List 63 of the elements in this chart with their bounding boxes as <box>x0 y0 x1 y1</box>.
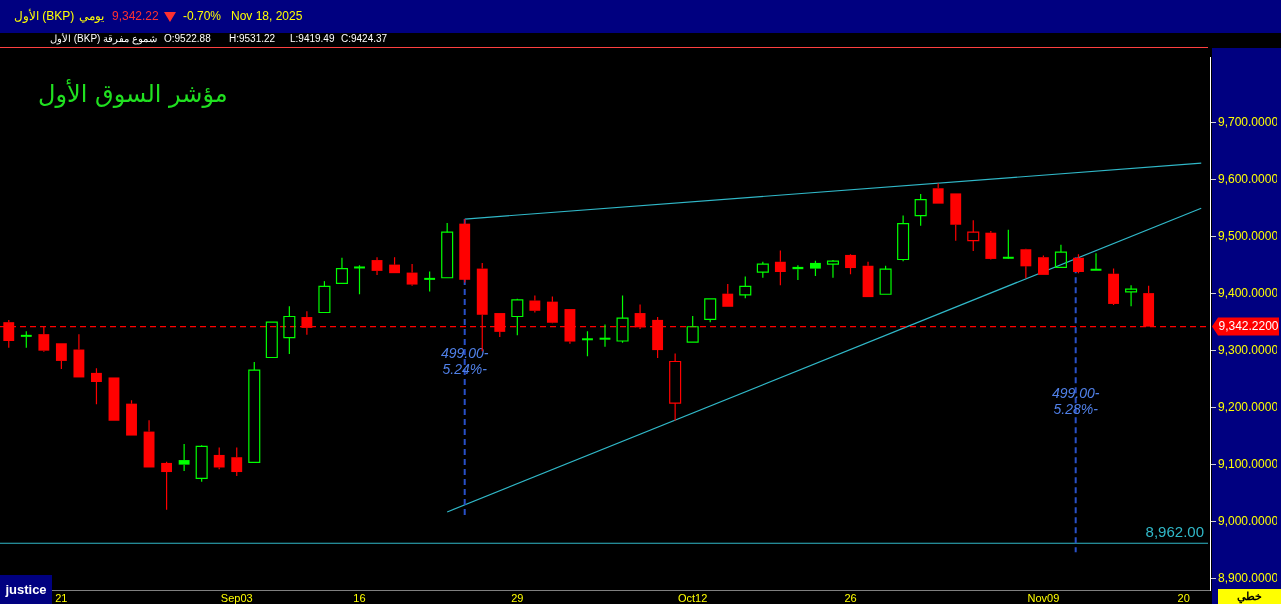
y-tick-label: 9,400.0000 <box>1218 286 1279 300</box>
candlestick <box>511 299 524 336</box>
candlestick <box>161 462 173 511</box>
candlestick <box>73 333 85 378</box>
candlestick <box>1020 249 1032 279</box>
y-tick-label: 8,900.0000 <box>1218 570 1279 585</box>
ref-line-label: 8,962.00 <box>1145 522 1204 540</box>
text: خطي <box>1218 589 1281 604</box>
ref-line-label: 9,342.2200 <box>1218 318 1279 333</box>
text: Nov 18, 2025 <box>231 9 303 23</box>
candlestick <box>406 263 418 285</box>
candlestick <box>283 305 296 355</box>
candlestick <box>669 352 682 422</box>
candlestick <box>371 256 383 276</box>
candlestick <box>862 261 874 298</box>
candlestick <box>1054 244 1067 269</box>
y-tick-label: 9,200.0000 <box>1218 399 1279 414</box>
y-tick-label: 9,300.0000 <box>1218 342 1279 357</box>
candlestick <box>126 399 137 436</box>
y-tick-label: 9,500.0000 <box>1218 229 1279 244</box>
text: الأول (BKP) شموع مفرقة <box>50 33 158 44</box>
candlestick <box>967 219 980 252</box>
candlestick <box>178 443 190 472</box>
candlestick <box>91 367 102 405</box>
candlestick <box>616 294 629 344</box>
candlestick <box>424 270 436 292</box>
text: H:9531.22 <box>229 33 276 44</box>
candlestick <box>774 249 786 286</box>
y-tick-label: 9,000.0000 <box>1218 513 1279 528</box>
text: مؤشر السوق الأول <box>38 80 228 108</box>
candlestick <box>1125 284 1138 307</box>
candlestick <box>582 330 593 357</box>
x-tick-label: Sep03 <box>220 591 253 604</box>
x-tick-label: 26 <box>844 591 857 604</box>
candlestick <box>1002 229 1014 259</box>
y-tick-label: 9,700.0000 <box>1218 115 1279 130</box>
candlestick <box>1073 253 1084 273</box>
annotation: 499.00- 5.28%- <box>1051 385 1100 418</box>
x-tick-label: Oct12 <box>678 591 708 604</box>
y-tick-label: 9,100.0000 <box>1218 456 1279 471</box>
text: C:9424.37 <box>341 33 388 44</box>
annotation: justice <box>0 575 52 604</box>
annotation: 499.00- 5.24%- <box>440 345 489 378</box>
text: -0.70% <box>183 9 222 23</box>
text: يومي <box>79 9 104 23</box>
text: L:9419.49 <box>290 33 335 44</box>
candlestick <box>897 215 910 262</box>
text: 9,342.22 <box>112 9 159 23</box>
candlestick <box>1090 252 1102 271</box>
candlestick <box>354 264 365 295</box>
x-tick-label: 29 <box>511 591 524 604</box>
candlestick <box>529 294 541 314</box>
x-tick-label: 16 <box>353 591 366 604</box>
candlestick <box>143 419 155 468</box>
x-tick-label: 20 <box>1177 591 1190 604</box>
x-tick-label: Nov09 <box>1027 591 1060 604</box>
text: O:9522.88 <box>164 33 211 44</box>
candlestick <box>599 323 611 348</box>
y-tick-label: 9,600.0000 <box>1218 172 1279 187</box>
x-tick-label: 21 <box>55 591 68 604</box>
candlestick <box>335 257 348 285</box>
candlestick <box>826 260 840 279</box>
text: الأول (BKP) <box>14 9 75 23</box>
